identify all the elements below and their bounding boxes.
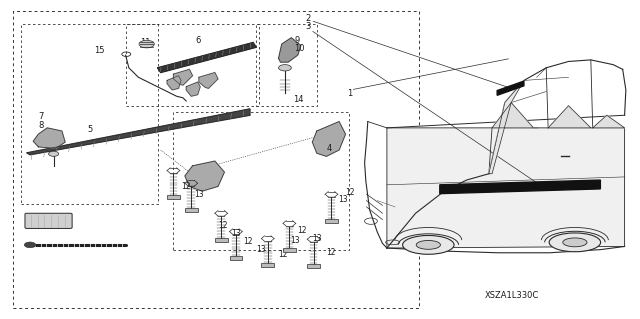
Text: 3: 3 — [305, 22, 310, 31]
FancyBboxPatch shape — [283, 248, 296, 252]
Text: 12: 12 — [346, 188, 355, 197]
Text: 2: 2 — [305, 14, 310, 23]
Text: 6: 6 — [196, 36, 201, 45]
Bar — [20, 24, 157, 204]
Text: 12: 12 — [278, 250, 288, 259]
Text: 4: 4 — [326, 144, 332, 153]
Text: 12: 12 — [298, 226, 307, 235]
Text: 13: 13 — [231, 229, 241, 238]
Text: 5: 5 — [88, 125, 93, 134]
Text: 13: 13 — [312, 234, 321, 243]
Text: 15: 15 — [94, 46, 104, 55]
Polygon shape — [278, 38, 301, 62]
Polygon shape — [185, 161, 225, 191]
Text: 13: 13 — [290, 236, 300, 245]
Text: 10: 10 — [294, 44, 305, 53]
Text: 1: 1 — [348, 89, 353, 98]
Circle shape — [24, 242, 36, 248]
Circle shape — [278, 65, 291, 71]
Polygon shape — [199, 72, 218, 88]
Text: 13: 13 — [338, 195, 348, 204]
Bar — [125, 24, 259, 106]
Text: 8: 8 — [38, 121, 44, 130]
Ellipse shape — [563, 238, 587, 247]
Polygon shape — [186, 82, 200, 96]
Text: 12: 12 — [181, 182, 191, 191]
FancyBboxPatch shape — [185, 208, 198, 212]
Polygon shape — [489, 80, 524, 174]
Polygon shape — [593, 115, 625, 128]
Text: 12: 12 — [326, 248, 336, 257]
FancyBboxPatch shape — [325, 219, 338, 223]
Polygon shape — [27, 109, 250, 155]
Ellipse shape — [403, 235, 454, 254]
Polygon shape — [167, 76, 181, 90]
FancyBboxPatch shape — [230, 256, 243, 260]
Text: XSZA1L330C: XSZA1L330C — [484, 291, 539, 300]
Text: 12: 12 — [244, 237, 253, 246]
Bar — [173, 112, 349, 250]
FancyBboxPatch shape — [215, 238, 228, 242]
Text: 7: 7 — [38, 112, 44, 121]
Ellipse shape — [549, 233, 600, 252]
Polygon shape — [497, 81, 524, 95]
FancyBboxPatch shape — [307, 263, 320, 268]
Bar — [13, 11, 419, 308]
FancyBboxPatch shape — [261, 263, 274, 267]
FancyBboxPatch shape — [167, 195, 180, 199]
Polygon shape — [387, 128, 625, 248]
Text: 13: 13 — [256, 245, 266, 254]
Polygon shape — [492, 103, 534, 128]
Text: 13: 13 — [195, 190, 204, 199]
Text: 14: 14 — [293, 95, 304, 104]
Polygon shape — [33, 128, 65, 148]
Polygon shape — [440, 180, 600, 194]
FancyBboxPatch shape — [25, 213, 72, 228]
Circle shape — [139, 40, 154, 48]
Circle shape — [49, 151, 59, 156]
Text: 9: 9 — [294, 36, 300, 45]
Polygon shape — [157, 42, 256, 72]
Polygon shape — [173, 69, 193, 85]
Bar — [256, 24, 317, 106]
Polygon shape — [548, 106, 591, 128]
Ellipse shape — [416, 241, 440, 249]
Polygon shape — [312, 122, 346, 156]
Text: 12: 12 — [218, 221, 228, 230]
Text: 11: 11 — [140, 38, 151, 47]
